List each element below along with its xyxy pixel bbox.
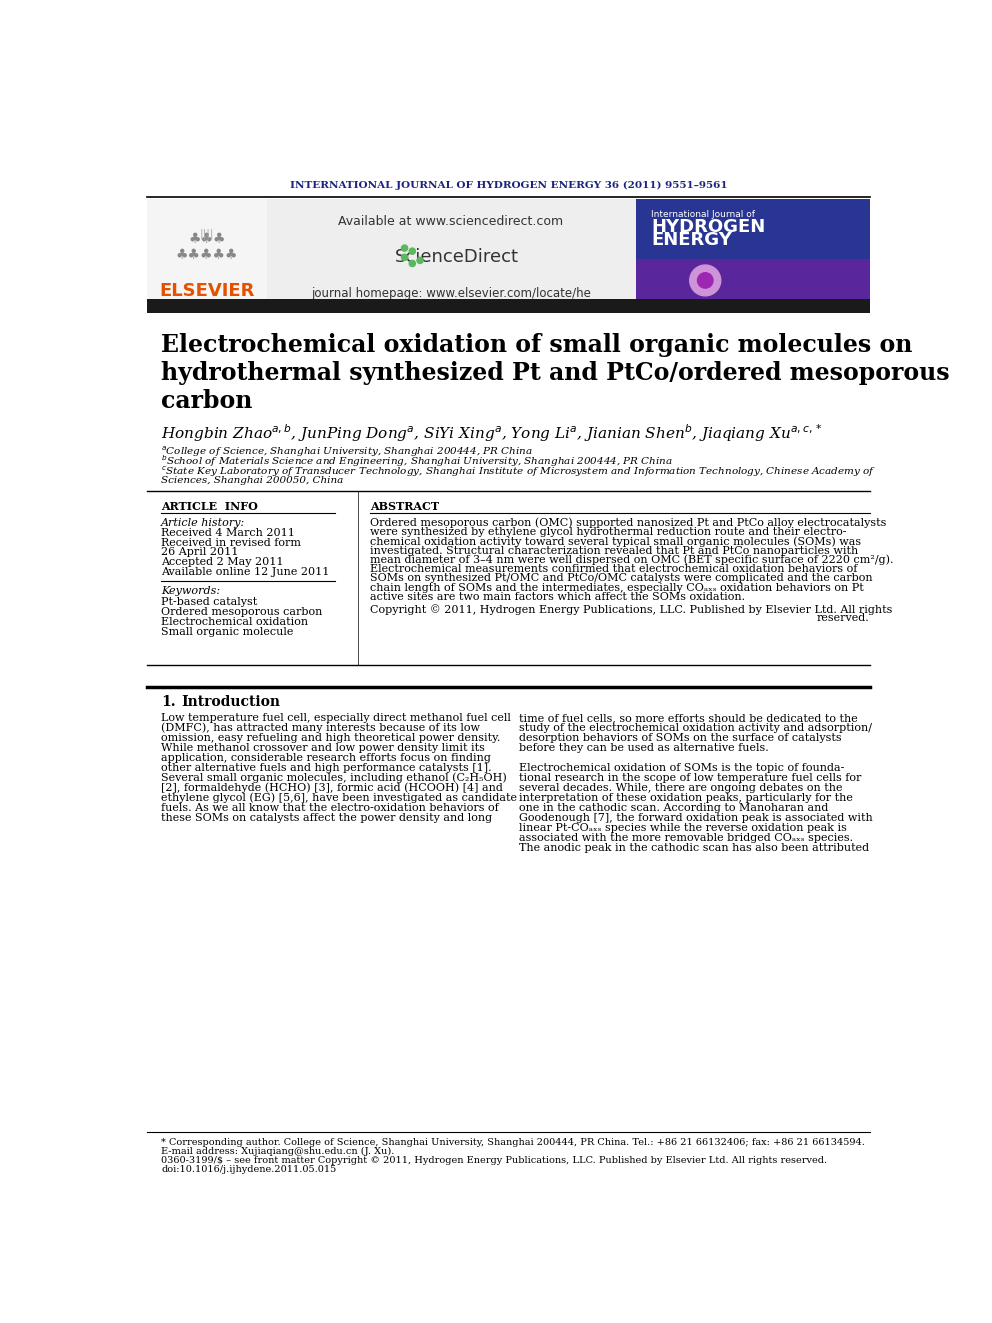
Text: Available at www.sciencedirect.com: Available at www.sciencedirect.com bbox=[338, 216, 563, 229]
Text: $^{b}$School of Materials Science and Engineering, Shanghai University, Shanghai: $^{b}$School of Materials Science and En… bbox=[161, 454, 674, 470]
Text: other alternative fuels and high performance catalysts [1].: other alternative fuels and high perform… bbox=[161, 763, 492, 773]
Text: Accepted 2 May 2011: Accepted 2 May 2011 bbox=[161, 557, 284, 568]
Text: Electrochemical oxidation: Electrochemical oxidation bbox=[161, 617, 309, 627]
Text: hydrothermal synthesized Pt and PtCo/ordered mesoporous: hydrothermal synthesized Pt and PtCo/ord… bbox=[161, 361, 949, 385]
Text: doi:10.1016/j.ijhydene.2011.05.015: doi:10.1016/j.ijhydene.2011.05.015 bbox=[161, 1166, 336, 1175]
Text: carbon: carbon bbox=[161, 389, 253, 413]
Circle shape bbox=[402, 245, 408, 251]
Text: While methanol crossover and low power density limit its: While methanol crossover and low power d… bbox=[161, 742, 485, 753]
Bar bbox=[636, 259, 870, 306]
Text: study of the electrochemical oxidation activity and adsorption/: study of the electrochemical oxidation a… bbox=[519, 722, 872, 733]
Text: active sites are two main factors which affect the SOMs oxidation.: active sites are two main factors which … bbox=[370, 591, 746, 602]
Text: mean diameter of 3–4 nm were well dispersed on OMC (BET specific surface of 2220: mean diameter of 3–4 nm were well disper… bbox=[370, 554, 894, 565]
Text: Low temperature fuel cell, especially direct methanol fuel cell: Low temperature fuel cell, especially di… bbox=[161, 713, 511, 722]
Text: were synthesized by ethylene glycol hydrothermal reduction route and their elect: were synthesized by ethylene glycol hydr… bbox=[370, 527, 847, 537]
Text: interpretation of these oxidation peaks, particularly for the: interpretation of these oxidation peaks,… bbox=[519, 792, 853, 803]
Text: ||||: |||| bbox=[199, 228, 214, 238]
Text: tional research in the scope of low temperature fuel cells for: tional research in the scope of low temp… bbox=[519, 773, 862, 783]
Text: [2], formaldehyde (HCHO) [3], formic acid (HCOOH) [4] and: [2], formaldehyde (HCHO) [3], formic aci… bbox=[161, 783, 503, 792]
Text: ELSEVIER: ELSEVIER bbox=[160, 282, 255, 300]
Text: journal homepage: www.elsevier.com/locate/he: journal homepage: www.elsevier.com/locat… bbox=[311, 287, 591, 300]
Text: 1.: 1. bbox=[161, 696, 176, 709]
Text: The anodic peak in the cathodic scan has also been attributed: The anodic peak in the cathodic scan has… bbox=[519, 843, 869, 853]
Text: several decades. While, there are ongoing debates on the: several decades. While, there are ongoin… bbox=[519, 783, 843, 792]
Circle shape bbox=[409, 261, 416, 266]
Text: Pt-based catalyst: Pt-based catalyst bbox=[161, 597, 258, 606]
Text: Ordered mesoporous carbon: Ordered mesoporous carbon bbox=[161, 606, 322, 617]
Text: HYDROGEN: HYDROGEN bbox=[651, 217, 765, 235]
Text: Keywords:: Keywords: bbox=[161, 586, 220, 597]
Text: ARTICLE  INFO: ARTICLE INFO bbox=[161, 501, 258, 512]
Bar bbox=[636, 198, 870, 306]
Text: application, considerable research efforts focus on finding: application, considerable research effor… bbox=[161, 753, 491, 763]
Text: Electrochemical oxidation of small organic molecules on: Electrochemical oxidation of small organ… bbox=[161, 333, 913, 357]
Text: chemical oxidation activity toward several typical small organic molecules (SOMs: chemical oxidation activity toward sever… bbox=[370, 536, 862, 546]
Text: 0360-3199/$ – see front matter Copyright © 2011, Hydrogen Energy Publications, L: 0360-3199/$ – see front matter Copyright… bbox=[161, 1156, 827, 1166]
Text: Available online 12 June 2011: Available online 12 June 2011 bbox=[161, 568, 329, 577]
Text: reserved.: reserved. bbox=[816, 614, 870, 623]
Text: Goodenough [7], the forward oxidation peak is associated with: Goodenough [7], the forward oxidation pe… bbox=[519, 812, 873, 823]
Text: one in the cathodic scan. According to Manoharan and: one in the cathodic scan. According to M… bbox=[519, 803, 828, 812]
Circle shape bbox=[689, 265, 721, 296]
Text: Copyright © 2011, Hydrogen Energy Publications, LLC. Published by Elsevier Ltd. : Copyright © 2011, Hydrogen Energy Public… bbox=[370, 603, 893, 615]
Text: investigated. Structural characterization revealed that Pt and PtCo nanoparticle: investigated. Structural characterizatio… bbox=[370, 545, 859, 556]
Bar bbox=[147, 299, 870, 312]
Text: Sciences, Shanghai 200050, China: Sciences, Shanghai 200050, China bbox=[161, 476, 343, 486]
Text: Several small organic molecules, including ethanol (C₂H₅OH): Several small organic molecules, includi… bbox=[161, 773, 507, 783]
Text: associated with the more removable bridged COₐₓₛ species.: associated with the more removable bridg… bbox=[519, 833, 853, 843]
Text: omission, easy refueling and high theoretical power density.: omission, easy refueling and high theore… bbox=[161, 733, 501, 742]
Bar bbox=[147, 198, 268, 306]
Text: Electrochemical measurements confirmed that electrochemical oxidation behaviors : Electrochemical measurements confirmed t… bbox=[370, 564, 858, 574]
Text: 26 April 2011: 26 April 2011 bbox=[161, 548, 238, 557]
Circle shape bbox=[409, 249, 416, 254]
Text: Received 4 March 2011: Received 4 March 2011 bbox=[161, 528, 295, 538]
Text: $^{c}$State Key Laboratory of Transducer Technology, Shanghai Institute of Micro: $^{c}$State Key Laboratory of Transducer… bbox=[161, 464, 877, 479]
Text: SOMs on synthesized Pt/OMC and PtCo/OMC catalysts were complicated and the carbo: SOMs on synthesized Pt/OMC and PtCo/OMC … bbox=[370, 573, 873, 583]
Text: Received in revised form: Received in revised form bbox=[161, 538, 302, 548]
Text: linear Pt-COₐₓₛ species while the reverse oxidation peak is: linear Pt-COₐₓₛ species while the revers… bbox=[519, 823, 847, 833]
Text: these SOMs on catalysts affect the power density and long: these SOMs on catalysts affect the power… bbox=[161, 812, 492, 823]
Text: chain length of SOMs and the intermediates, especially COₐₓₛ oxidation behaviors: chain length of SOMs and the intermediat… bbox=[370, 582, 864, 593]
Text: (DMFC), has attracted many interests because of its low: (DMFC), has attracted many interests bec… bbox=[161, 722, 480, 733]
Text: ethylene glycol (EG) [5,6], have been investigated as candidate: ethylene glycol (EG) [5,6], have been in… bbox=[161, 792, 517, 803]
Circle shape bbox=[402, 254, 408, 261]
Text: Introduction: Introduction bbox=[182, 696, 281, 709]
Text: $^{a}$College of Science, Shanghai University, Shanghai 200444, PR China: $^{a}$College of Science, Shanghai Unive… bbox=[161, 445, 533, 459]
Circle shape bbox=[697, 273, 713, 288]
Text: E-mail address: Xujiaqiang@shu.edu.cn (J. Xu).: E-mail address: Xujiaqiang@shu.edu.cn (J… bbox=[161, 1147, 395, 1156]
Text: Article history:: Article history: bbox=[161, 519, 245, 528]
Text: ABSTRACT: ABSTRACT bbox=[370, 501, 439, 512]
Text: ♣♣♣
♣♣♣♣♣: ♣♣♣ ♣♣♣♣♣ bbox=[176, 233, 238, 262]
Text: time of fuel cells, so more efforts should be dedicated to the: time of fuel cells, so more efforts shou… bbox=[519, 713, 858, 722]
Text: Small organic molecule: Small organic molecule bbox=[161, 627, 294, 636]
Text: fuels. As we all know that the electro-oxidation behaviors of: fuels. As we all know that the electro-o… bbox=[161, 803, 499, 812]
Text: desorption behaviors of SOMs on the surface of catalysts: desorption behaviors of SOMs on the surf… bbox=[519, 733, 842, 742]
Text: Ordered mesoporous carbon (OMC) supported nanosized Pt and PtCo alloy electrocat: Ordered mesoporous carbon (OMC) supporte… bbox=[370, 517, 887, 528]
Text: Electrochemical oxidation of SOMs is the topic of founda-: Electrochemical oxidation of SOMs is the… bbox=[519, 763, 844, 773]
Text: INTERNATIONAL JOURNAL OF HYDROGEN ENERGY 36 (2011) 9551–9561: INTERNATIONAL JOURNAL OF HYDROGEN ENERGY… bbox=[290, 181, 727, 191]
Text: Hongbin Zhao$^{a,b}$, JunPing Dong$^{a}$, SiYi Xing$^{a}$, Yong Li$^{a}$, Jiania: Hongbin Zhao$^{a,b}$, JunPing Dong$^{a}$… bbox=[161, 422, 822, 443]
Text: International Journal of: International Journal of bbox=[651, 210, 755, 218]
Text: ScienceDirect: ScienceDirect bbox=[395, 249, 519, 266]
Text: ENERGY: ENERGY bbox=[651, 232, 732, 249]
Bar bbox=[268, 198, 636, 306]
Text: * Corresponding author. College of Science, Shanghai University, Shanghai 200444: * Corresponding author. College of Scien… bbox=[161, 1138, 865, 1147]
Circle shape bbox=[417, 257, 424, 263]
Text: before they can be used as alternative fuels.: before they can be used as alternative f… bbox=[519, 742, 769, 753]
